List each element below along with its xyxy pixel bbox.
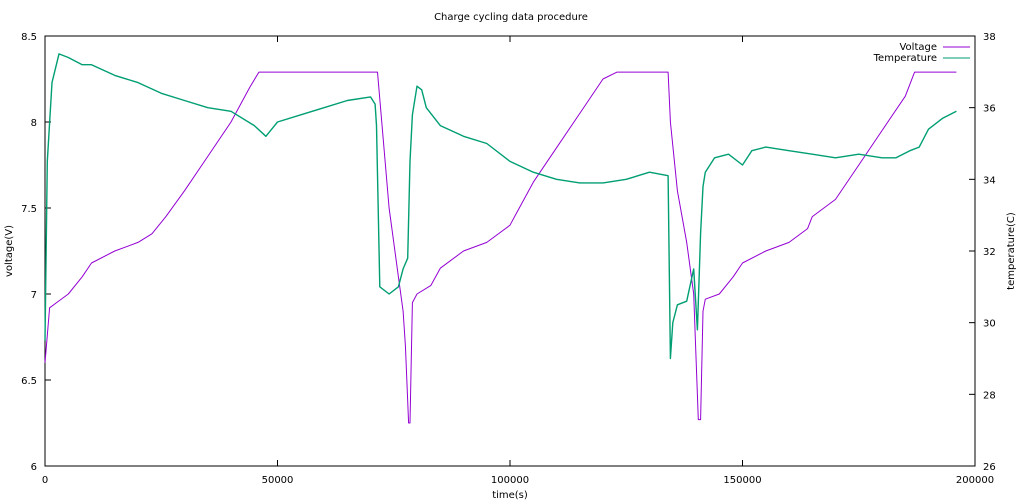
y2-tick-label: 34 xyxy=(983,175,996,186)
y2-tick-label: 36 xyxy=(983,104,996,115)
y2-axis-label: temperature(C) xyxy=(1006,212,1017,290)
y-tick-label: 8.5 xyxy=(21,32,37,43)
x-tick-label: 200000 xyxy=(956,475,994,486)
chart-title: Charge cycling data procedure xyxy=(434,12,588,23)
y2-axis-ticks: 26 28 30 32 34 36 38 xyxy=(969,32,996,473)
y2-tick-label: 38 xyxy=(983,32,996,43)
series-layer xyxy=(44,53,957,424)
legend-label: Temperature xyxy=(873,53,937,64)
y2-tick-label: 32 xyxy=(983,247,996,258)
x-tick-label: 100000 xyxy=(491,475,529,486)
x-tick-label: 50000 xyxy=(262,475,294,486)
x-tick-label: 0 xyxy=(42,475,48,486)
x-tick-label: 150000 xyxy=(723,475,761,486)
y2-tick-label: 26 xyxy=(983,462,996,473)
y-tick-label: 7.5 xyxy=(21,204,37,215)
y-tick-label: 8 xyxy=(31,118,37,129)
series-line-voltage xyxy=(44,71,957,424)
y-tick-label: 6.5 xyxy=(21,376,37,387)
y2-tick-label: 28 xyxy=(983,390,996,401)
y-axis-label: voltage(V) xyxy=(4,225,15,277)
series-line-temperature xyxy=(44,53,957,360)
x-axis-ticks: 0 50000 100000 150000 200000 xyxy=(42,36,994,486)
x-axis-label: time(s) xyxy=(492,490,528,501)
y-tick-label: 7 xyxy=(31,290,37,301)
legend-label: Voltage xyxy=(899,42,937,53)
y-tick-label: 6 xyxy=(31,462,37,473)
y2-tick-label: 30 xyxy=(983,319,996,330)
